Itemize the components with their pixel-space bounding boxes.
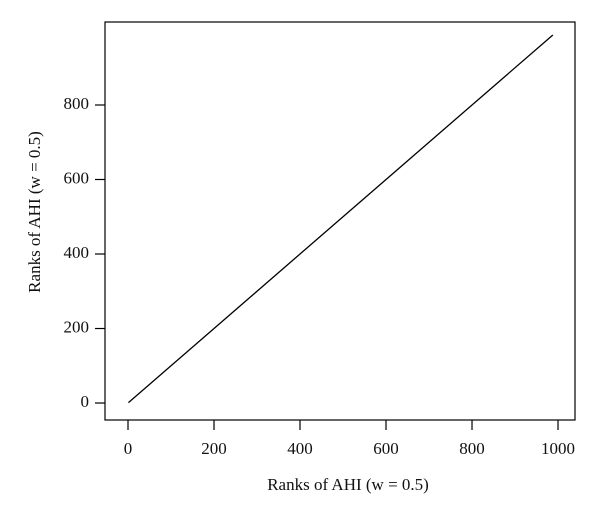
y-tick-label: 600 <box>64 168 90 187</box>
x-tick-label: 1000 <box>541 439 575 458</box>
y-tick-label: 200 <box>64 317 90 336</box>
y-axis-label: Ranks of AHI (w = 0.5) <box>25 131 44 293</box>
x-tick-label: 0 <box>124 439 133 458</box>
x-tick-label: 800 <box>459 439 485 458</box>
x-axis-label: Ranks of AHI (w = 0.5) <box>267 475 429 494</box>
x-tick-label: 400 <box>287 439 313 458</box>
data-line <box>128 34 554 404</box>
y-tick-label: 0 <box>81 392 90 411</box>
y-tick-label: 400 <box>64 243 90 262</box>
plot-frame <box>104 21 576 421</box>
x-tick-label: 600 <box>373 439 399 458</box>
x-tick-label: 200 <box>201 439 227 458</box>
y-tick-label: 800 <box>64 94 90 113</box>
